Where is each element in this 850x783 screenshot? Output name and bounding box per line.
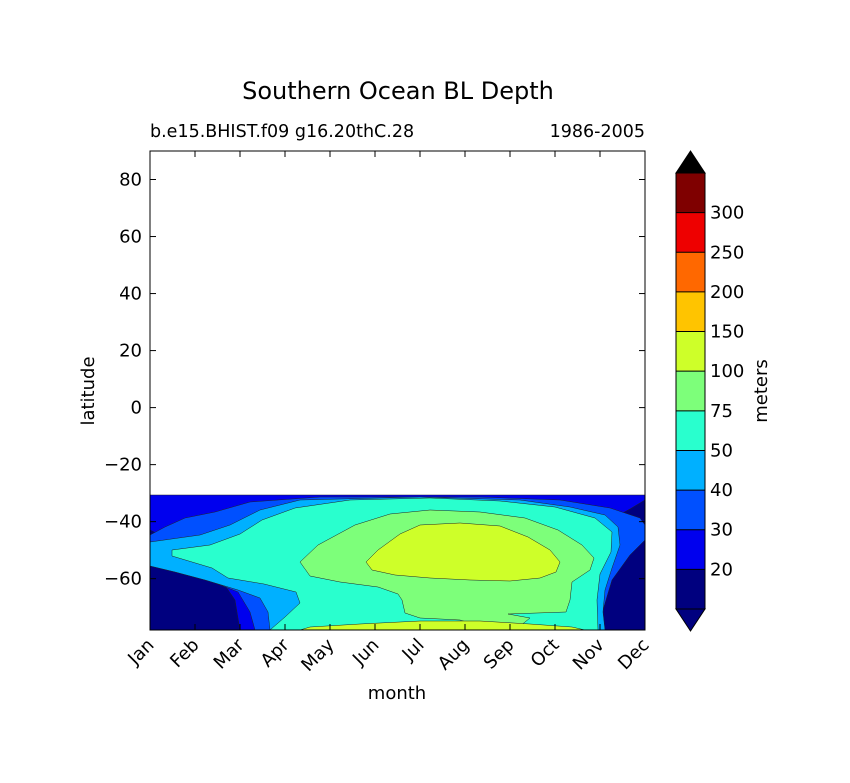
x-tick-label: Jul [398,635,429,666]
colorbar-tick-label: 100 [710,361,744,382]
colorbar-swatch [676,529,705,570]
y-tick-label: 60 [119,227,142,248]
x-tick-label: Apr [257,634,294,671]
chart-subtitle-right: 1986-2005 [550,122,645,142]
colorbar-swatch [676,331,705,372]
y-tick-label: 0 [131,398,142,419]
colorbar-tick-label: 40 [710,480,733,501]
colorbar-swatch [676,212,705,253]
x-tick-label: Aug [434,635,474,675]
x-tick-label: May [297,634,338,675]
colorbar-extend-low [675,608,706,632]
colorbar-swatch [676,569,705,609]
colorbar-tick-label: 75 [710,401,733,422]
x-tick-label: Sep [480,635,519,674]
y-tick-label: 40 [119,284,142,305]
colorbar: 20 30 40 50 75 100 150 200 250 300 [675,150,744,632]
colorbar-frame [675,172,706,610]
chart-title: Southern Ocean BL Depth [242,77,554,105]
contour-layer [150,494,645,630]
y-tick-label: 80 [119,170,142,191]
x-tick-label: Mar [210,634,249,673]
colorbar-swatch [676,252,705,292]
plot-frame [149,150,646,631]
y-tick-label: −40 [104,512,142,533]
chart-subtitle-left: b.e15.BHIST.f09 g16.20thC.28 [150,122,414,142]
x-tick-label: Jan [123,635,158,670]
colorbar-swatch [676,450,705,491]
x-tick-label: Dec [614,635,653,674]
x-tick-label: Feb [166,635,203,672]
colorbar-swatch [676,410,705,451]
colorbar-tick-label: 20 [710,559,733,580]
colorbar-tick-label: 250 [710,242,744,263]
colorbar-tick-label: 150 [710,322,744,343]
colorbar-swatch [676,291,705,332]
colorbar-tick-label: 200 [710,282,744,303]
colorbar-swatch [676,490,705,530]
y-axis-label: latitude [78,356,99,425]
x-tick-label: Jun [348,635,383,670]
x-tick-label: Nov [569,634,609,674]
x-axis-label: month [368,683,426,704]
colorbar-tick-label: 50 [710,440,733,461]
colorbar-swatch [676,173,705,213]
y-tick-label: −20 [104,455,142,476]
colorbar-swatch [676,371,705,411]
colorbar-tick-label: 30 [710,520,733,541]
contour-band-150 [365,522,561,582]
y-tick-label: −60 [104,569,142,590]
colorbar-extend-high [675,150,706,174]
contour-band-150-bottom [299,620,586,630]
y-axis: 80 60 40 20 0 −20 −40 −60 [104,170,645,590]
colorbar-label: meters [751,359,772,423]
x-tick-label: Oct [527,635,564,672]
colorbar-tick-label: 300 [710,203,744,224]
y-tick-label: 20 [119,341,142,362]
